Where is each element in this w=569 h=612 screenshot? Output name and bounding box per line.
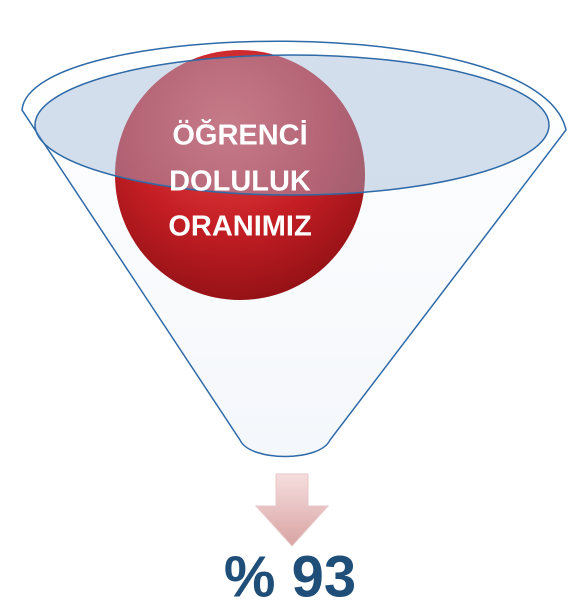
label-line: ORANIMIZ — [168, 211, 311, 243]
label-line: ÖĞRENCİ — [172, 118, 307, 152]
label-line: DOLULUK — [169, 166, 311, 198]
funnel-label: ÖĞRENCİ DOLULUK ORANIMIZ — [168, 118, 311, 243]
funnel-diagram: ÖĞRENCİ DOLULUK ORANIMIZ % 93 — [0, 0, 569, 612]
result-value: % 93 — [224, 544, 356, 609]
down-arrow — [256, 474, 328, 546]
